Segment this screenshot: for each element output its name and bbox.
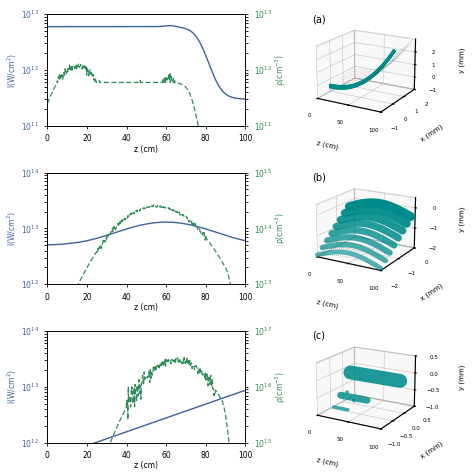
Y-axis label: I(W/cm$^{2}$): I(W/cm$^{2}$) [6,211,19,246]
X-axis label: z (cm): z (cm) [134,461,158,470]
X-axis label: z (cm): z (cm) [316,457,339,468]
Text: (c): (c) [312,331,325,341]
Y-axis label: ρ(cm$^{-3}$): ρ(cm$^{-3}$) [273,212,288,245]
Y-axis label: x (mm): x (mm) [419,124,444,143]
Y-axis label: ρ(cm$^{-3}$): ρ(cm$^{-3}$) [273,371,288,403]
X-axis label: z (cm): z (cm) [316,140,339,151]
Y-axis label: x (mm): x (mm) [419,282,444,302]
X-axis label: z (cm): z (cm) [134,303,158,312]
X-axis label: z (cm): z (cm) [316,298,339,309]
Y-axis label: I(W/cm$^{2}$): I(W/cm$^{2}$) [6,52,19,88]
X-axis label: z (cm): z (cm) [134,145,158,154]
Y-axis label: I(W/cm$^{2}$): I(W/cm$^{2}$) [6,369,19,405]
Y-axis label: x (mm): x (mm) [419,441,444,460]
Text: (a): (a) [312,14,326,24]
Y-axis label: ρ(cm$^{-3}$): ρ(cm$^{-3}$) [273,54,288,86]
Text: (b): (b) [312,172,326,182]
